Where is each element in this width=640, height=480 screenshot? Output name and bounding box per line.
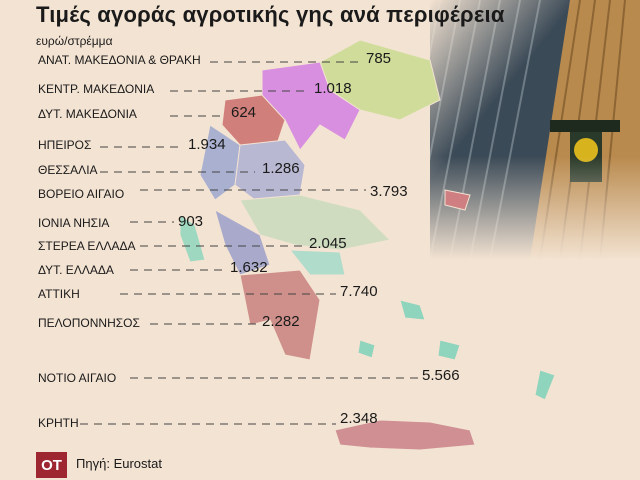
region-10-label: ΠΕΛΟΠΟΝΝΗΣΟΣ — [38, 316, 140, 330]
region-0-label: ΑΝΑΤ. ΜΑΚΕΔΟΝΙΑ & ΘΡΑΚΗ — [38, 53, 201, 67]
region-6-shape — [179, 214, 206, 263]
region-9-value: 7.740 — [340, 283, 378, 300]
region-5-shape — [444, 189, 471, 211]
unit-label: ευρώ/στρέμμα — [36, 34, 113, 48]
region-2-value: 624 — [231, 104, 257, 121]
region-6-value: 903 — [178, 213, 204, 230]
region-8-label: ΔΥΤ. ΕΛΛΑΔΑ — [38, 263, 114, 277]
region-8-value: 1.632 — [230, 259, 268, 276]
region-4-label: ΘΕΣΣΑΛΙΑ — [38, 163, 98, 177]
region-7-shape — [239, 194, 392, 251]
region-11-value: 5.566 — [422, 367, 460, 384]
region-1-label: ΚΕΝΤΡ. ΜΑΚΕΔΟΝΙΑ — [38, 82, 155, 96]
region-9-shape — [288, 249, 346, 276]
region-12-label: ΚΡΗΤΗ — [38, 416, 79, 430]
source-text: Πηγή: Eurostat — [76, 456, 162, 471]
region-3-value: 1.934 — [188, 136, 226, 153]
chart-title: Τιμές αγοράς αγροτικής γης ανά περιφέρει… — [36, 2, 505, 27]
region-5-value: 3.793 — [370, 183, 408, 200]
region-1-value: 1.018 — [314, 80, 352, 97]
ot-logo: OT — [36, 452, 67, 478]
region-3-label: ΗΠΕΙΡΟΣ — [38, 138, 92, 152]
region-6-label: ΙΟΝΙΑ ΝΗΣΙΑ — [38, 216, 110, 230]
region-7-value: 2.045 — [309, 235, 347, 252]
region-11-label: ΝΟΤΙΟ ΑΙΓΑΙΟ — [38, 371, 117, 385]
region-9-label: ΑΤΤΙΚΗ — [38, 287, 80, 301]
region-0-value: 785 — [366, 50, 392, 67]
region-5-label: ΒΟΡΕΙΟ ΑΙΓΑΙΟ — [38, 187, 125, 201]
tractor-field-photo — [430, 0, 640, 260]
region-7-label: ΣΤΕΡΕΑ ΕΛΛΑΔΑ — [38, 239, 136, 253]
region-12-shape — [334, 419, 476, 451]
region-2-label: ΔΥΤ. ΜΑΚΕΔΟΝΙΑ — [38, 107, 137, 121]
region-8-shape — [214, 208, 271, 276]
region-4-value: 1.286 — [262, 160, 300, 177]
region-10-value: 2.282 — [262, 313, 300, 330]
region-11-shape — [357, 299, 556, 401]
region-12-value: 2.348 — [340, 410, 378, 427]
